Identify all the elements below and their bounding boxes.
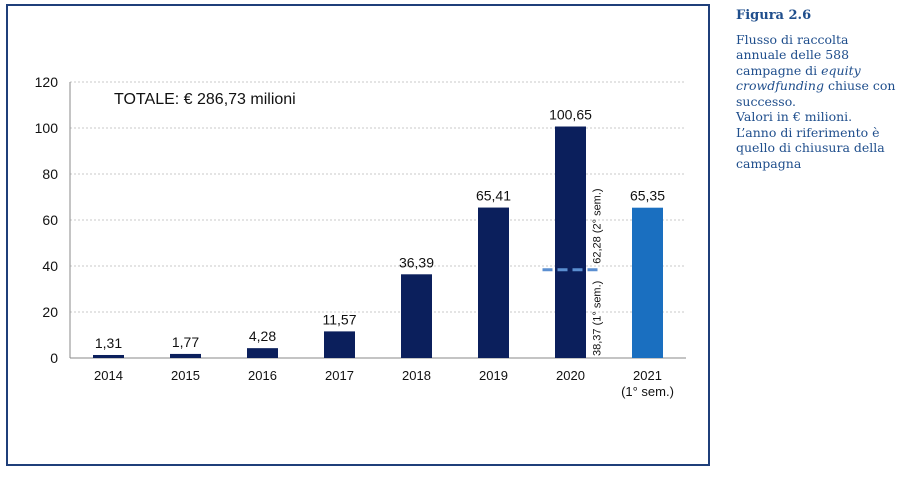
- data-label: 11,57: [323, 311, 357, 327]
- x-tick-label: 2015: [171, 368, 200, 383]
- chart-frame: 0 20 40 60 80 100 120 1,31 2014 1,77 2015 4,28 2016 1…: [6, 4, 710, 466]
- x-tick-label: 2016: [248, 368, 277, 383]
- bars: [93, 126, 663, 358]
- y-tick-label: 60: [42, 212, 58, 228]
- x-tick-label: 2017: [325, 368, 354, 383]
- bar-2016: [247, 348, 278, 358]
- bar-2015: [170, 353, 201, 358]
- bar-2021: [632, 207, 663, 358]
- bar-2018: [401, 274, 432, 358]
- y-tick-label: 0: [50, 350, 58, 366]
- data-label: 4,28: [249, 328, 276, 344]
- caption-description: Flusso di raccolta annuale delle 588 cam…: [736, 32, 896, 110]
- x-tick-label: 2021: [633, 368, 662, 383]
- y-tick-label: 120: [35, 74, 59, 90]
- y-tick-label: 100: [35, 120, 59, 136]
- bar-2020: [555, 126, 586, 358]
- caption-text-before: Flusso di raccolta annuale delle 588 cam…: [736, 31, 850, 78]
- figure-caption: Figura 2.6 Flusso di raccolta annuale de…: [736, 8, 896, 171]
- x-tick-sublabel: (1° sem.): [621, 384, 674, 399]
- bar-chart: 0 20 40 60 80 100 120 1,31 2014 1,77 2015 4,28 2016 1…: [35, 74, 686, 399]
- bar-2017: [324, 331, 355, 358]
- caption-text-after: chiuse con successo.: [736, 78, 896, 109]
- split-label-first-half: 38,37 (1° sem.): [592, 281, 604, 356]
- total-annotation: TOTALE: € 286,73 milioni: [114, 91, 296, 108]
- data-label: 100,65: [549, 107, 592, 123]
- caption-reference-note: L’anno di riferimento è quello di chiusu…: [736, 124, 885, 171]
- x-tick-label: 2020: [556, 368, 585, 383]
- figure-label: Figura 2.6: [736, 8, 812, 23]
- x-tick-label: 2018: [402, 368, 431, 383]
- y-tick-label: 20: [42, 304, 58, 320]
- caption-units: Valori in € milioni.: [736, 109, 853, 124]
- data-label: 65,35: [630, 188, 665, 204]
- x-tick-label: 2019: [479, 368, 508, 383]
- x-tick-label: 2014: [94, 368, 123, 383]
- bar-2019: [478, 207, 509, 358]
- labels: 0 20 40 60 80 100 120 1,31 2014 1,77 2015 4,28 2016 1…: [35, 74, 674, 399]
- split-label-second-half: 62,28 (2° sem.): [592, 188, 604, 263]
- data-label: 1,77: [172, 334, 199, 350]
- bar-2014: [93, 354, 124, 358]
- y-tick-label: 80: [42, 166, 58, 182]
- data-label: 1,31: [95, 335, 122, 351]
- caption-text-italic: equity crowdfunding: [736, 62, 861, 94]
- data-label: 65,41: [476, 188, 511, 204]
- y-tick-label: 40: [42, 258, 58, 274]
- data-label: 36,39: [399, 254, 434, 270]
